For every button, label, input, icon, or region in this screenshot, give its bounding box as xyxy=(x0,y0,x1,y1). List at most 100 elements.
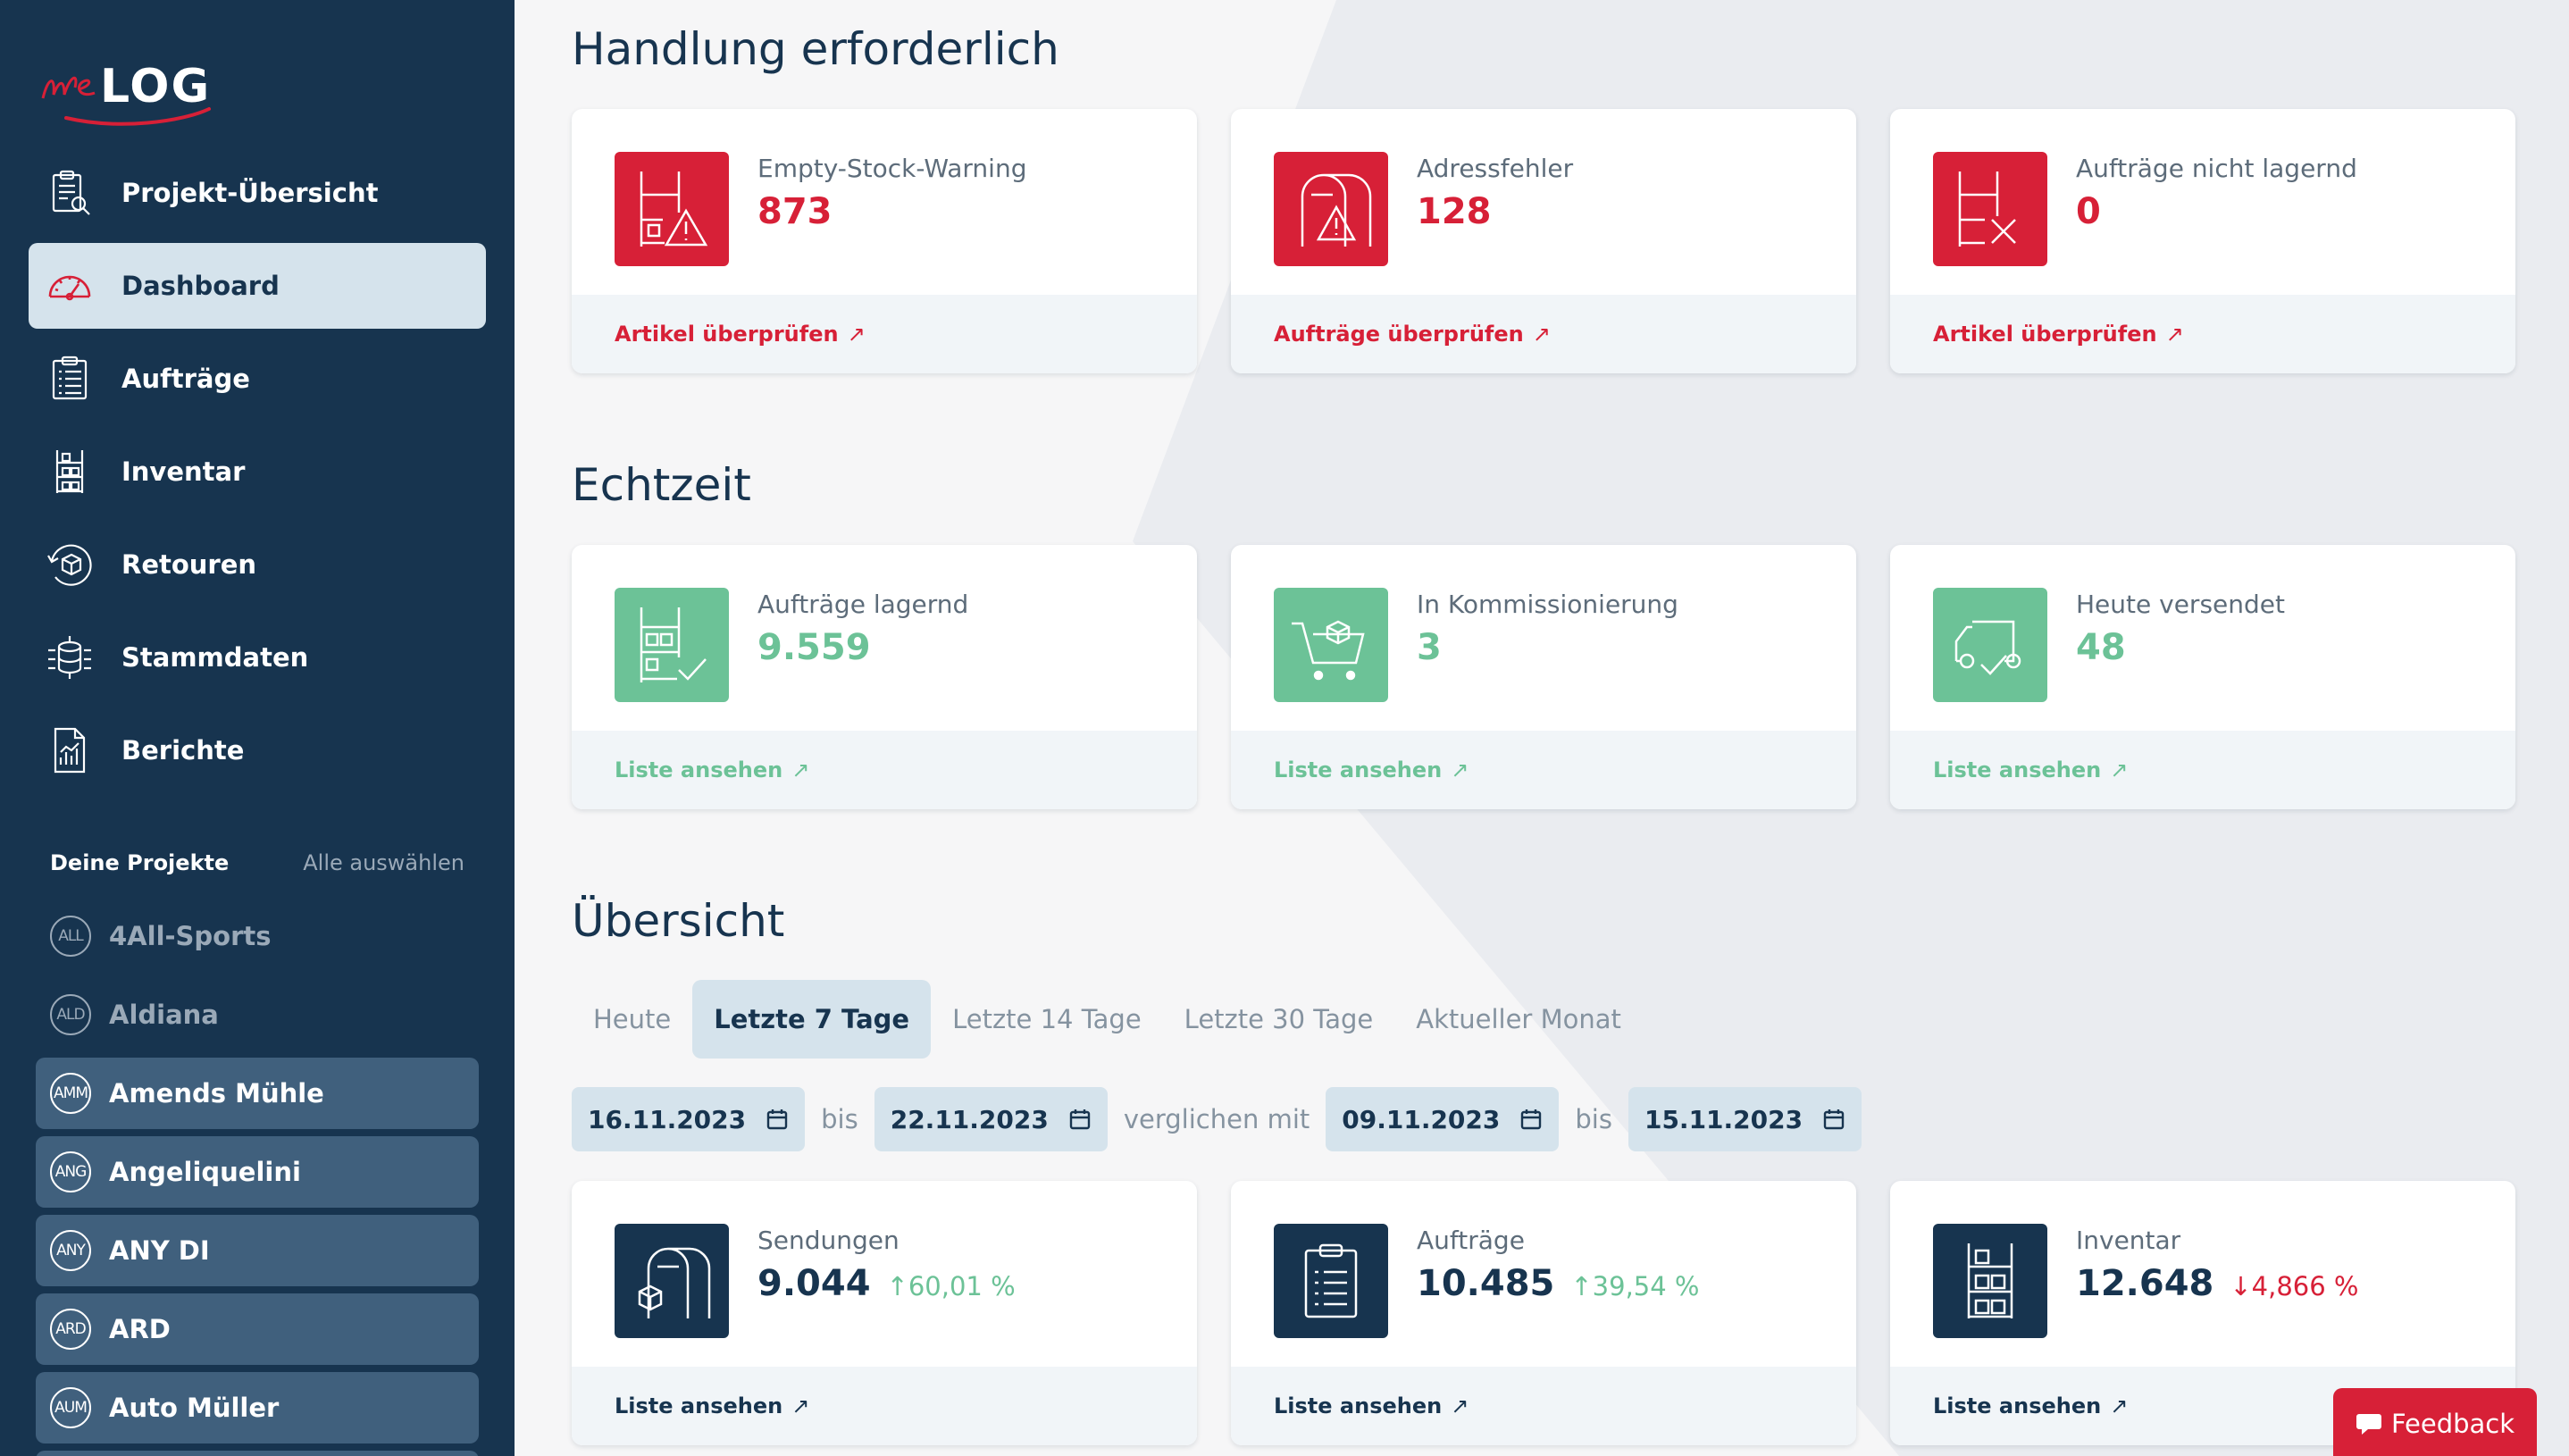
card-adressfehler: Adressfehler 128 Aufträge überprüfen ↗ xyxy=(1231,109,1856,373)
card-link-label: Liste ansehen xyxy=(1933,757,2102,782)
shelf-boxes-icon xyxy=(1933,1224,2047,1338)
external-arrow-icon: ↗ xyxy=(2165,322,2184,347)
nav-label: Stammdaten xyxy=(121,642,309,673)
card-label: Aufträge lagernd xyxy=(757,590,969,619)
card-link-liste-ansehen-2[interactable]: Liste ansehen ↗ xyxy=(1231,731,1856,809)
card-label: Adressfehler xyxy=(1417,154,1574,183)
date-value: 22.11.2023 xyxy=(890,1104,1049,1134)
change-value: 4,866 % xyxy=(2251,1271,2359,1301)
external-arrow-icon: ↗ xyxy=(2110,1393,2129,1418)
card-label: Aufträge nicht lagernd xyxy=(2076,154,2357,183)
external-arrow-icon: ↗ xyxy=(1451,1393,1469,1418)
card-label: Inventar xyxy=(2076,1226,2181,1255)
date-range-row: 16.11.2023 bis 22.11.2023 verglichen mit… xyxy=(572,1087,1862,1151)
card-auftraege: Aufträge 10.485 ↑39,54 % Liste ansehen ↗ xyxy=(1231,1181,1856,1445)
change-value: 39,54 % xyxy=(1592,1271,1700,1301)
card-link-label: Liste ansehen xyxy=(1274,757,1443,782)
project-badge: ALD xyxy=(50,994,91,1035)
tab-heute[interactable]: Heute xyxy=(593,1004,672,1034)
calendar-icon xyxy=(766,1109,788,1130)
tab-letzte-14-tage[interactable]: Letzte 14 Tage xyxy=(952,1004,1142,1034)
card-link-liste-ansehen[interactable]: Liste ansehen ↗ xyxy=(572,731,1197,809)
card-link-artikel-ueberpruefen[interactable]: Artikel überprüfen ↗ xyxy=(572,295,1197,373)
tab-aktueller-monat[interactable]: Aktueller Monat xyxy=(1416,1004,1621,1034)
compare-from-field[interactable]: 09.11.2023 xyxy=(1326,1087,1560,1151)
date-from-field[interactable]: 16.11.2023 xyxy=(572,1087,806,1151)
arrow-down-icon: ↓ xyxy=(2230,1271,2252,1301)
nav-inventar[interactable]: Inventar xyxy=(29,429,486,515)
compare-to-field[interactable]: 15.11.2023 xyxy=(1628,1087,1862,1151)
compare-label: verglichen mit xyxy=(1123,1104,1310,1134)
calendar-icon xyxy=(1823,1109,1845,1130)
return-box-icon xyxy=(41,536,98,593)
card-sendungen: Sendungen 9.044 ↑60,01 % Liste ansehen ↗ xyxy=(572,1181,1197,1445)
calendar-icon xyxy=(1069,1109,1091,1130)
feedback-label: Feedback xyxy=(2390,1409,2515,1439)
project-item-angeliquelini[interactable]: ANG Angeliquelini xyxy=(36,1136,479,1208)
external-arrow-icon: ↗ xyxy=(1532,322,1551,347)
card-link-liste-ansehen-3[interactable]: Liste ansehen ↗ xyxy=(1890,731,2515,809)
tab-letzte-30-tage[interactable]: Letzte 30 Tage xyxy=(1184,1004,1374,1034)
card-value: 3 xyxy=(1417,627,1442,668)
project-badge: AUM xyxy=(50,1387,91,1428)
project-item-auto-mueller[interactable]: AUM Auto Müller xyxy=(36,1372,479,1443)
nav-auftraege[interactable]: Aufträge xyxy=(29,336,486,422)
date-value: 16.11.2023 xyxy=(588,1104,747,1134)
projects-header: Deine Projekte Alle auswählen xyxy=(50,850,464,875)
card-label: In Kommissionierung xyxy=(1417,590,1678,619)
nav-stammdaten[interactable]: Stammdaten xyxy=(29,615,486,700)
card-link-label: Aufträge überprüfen xyxy=(1274,322,1524,347)
project-label: Aldiana xyxy=(109,1000,219,1030)
change-indicator-up: ↑39,54 % xyxy=(1570,1271,1699,1301)
card-link-auftraege-ueberpruefen[interactable]: Aufträge überprüfen ↗ xyxy=(1231,295,1856,373)
card-value: 9.559 xyxy=(757,627,871,668)
card-value: 873 xyxy=(757,191,833,232)
nav-projekt-uebersicht[interactable]: Projekt-Übersicht xyxy=(29,150,486,236)
project-label: ANY DI xyxy=(109,1235,210,1266)
project-item-4all-sports[interactable]: ALL 4All-Sports xyxy=(36,900,479,972)
card-link-liste-ansehen-4[interactable]: Liste ansehen ↗ xyxy=(572,1367,1197,1445)
projects-title: Deine Projekte xyxy=(50,850,230,875)
nav-dashboard[interactable]: Dashboard xyxy=(29,243,486,329)
section-title-action: Handlung erforderlich xyxy=(572,23,1059,75)
nav-berichte[interactable]: Berichte xyxy=(29,707,486,793)
card-label: Heute versendet xyxy=(2076,590,2285,619)
shelf-x-icon xyxy=(1933,152,2047,266)
chat-bubble-icon xyxy=(2356,1414,2381,1435)
mailbox-warning-icon xyxy=(1274,152,1388,266)
welog-logo[interactable]: LOG xyxy=(39,50,254,136)
value-number: 10.485 xyxy=(1417,1263,1555,1304)
tab-letzte-7-tage[interactable]: Letzte 7 Tage xyxy=(692,980,932,1059)
card-value: 128 xyxy=(1417,191,1492,232)
card-value: 0 xyxy=(2076,191,2101,232)
project-item-partial[interactable] xyxy=(36,1451,479,1456)
project-badge: AMM xyxy=(50,1073,91,1114)
project-item-ard[interactable]: ARD ARD xyxy=(36,1293,479,1365)
select-all-link[interactable]: Alle auswählen xyxy=(303,850,464,875)
project-item-amends-muehle[interactable]: AMM Amends Mühle xyxy=(36,1058,479,1129)
project-badge: ALL xyxy=(50,916,91,957)
project-item-any-di[interactable]: ANY ANY DI xyxy=(36,1215,479,1286)
project-badge: ARD xyxy=(50,1309,91,1350)
date-to-field[interactable]: 22.11.2023 xyxy=(874,1087,1108,1151)
card-label: Aufträge xyxy=(1417,1226,1525,1255)
value-number: 9.044 xyxy=(757,1263,871,1304)
date-value: 15.11.2023 xyxy=(1644,1104,1803,1134)
card-link-label: Liste ansehen xyxy=(615,757,783,782)
card-link-label: Liste ansehen xyxy=(1274,1393,1443,1418)
card-link-liste-ansehen-5[interactable]: Liste ansehen ↗ xyxy=(1231,1367,1856,1445)
card-value: 9.044 ↑60,01 % xyxy=(757,1263,1016,1304)
card-auftraege-lagernd: Aufträge lagernd 9.559 Liste ansehen ↗ xyxy=(572,545,1197,809)
card-value: 10.485 ↑39,54 % xyxy=(1417,1263,1699,1304)
external-arrow-icon: ↗ xyxy=(2110,757,2129,782)
project-item-aldiana[interactable]: ALD Aldiana xyxy=(36,979,479,1050)
card-heute-versendet: Heute versendet 48 Liste ansehen ↗ xyxy=(1890,545,2515,809)
feedback-button[interactable]: Feedback xyxy=(2333,1388,2537,1456)
nav-retouren[interactable]: Retouren xyxy=(29,522,486,607)
project-label: Auto Müller xyxy=(109,1393,280,1423)
date-separator: bis xyxy=(1575,1104,1612,1134)
arrow-up-icon: ↑ xyxy=(1570,1271,1593,1301)
nav-label: Aufträge xyxy=(121,364,250,394)
project-badge: ANY xyxy=(50,1230,91,1271)
card-link-artikel-ueberpruefen-2[interactable]: Artikel überprüfen ↗ xyxy=(1890,295,2515,373)
